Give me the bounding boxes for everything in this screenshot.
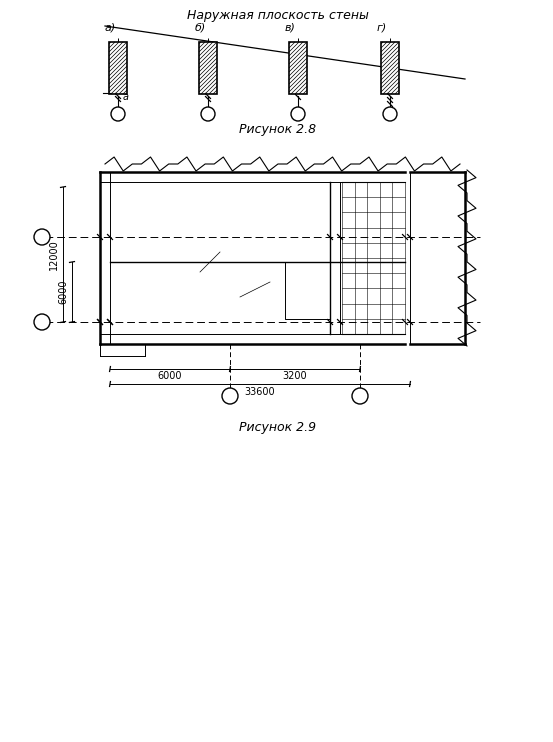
Text: Рисунок 2.8: Рисунок 2.8 [239, 123, 316, 137]
Text: 6000: 6000 [158, 371, 182, 381]
Circle shape [222, 388, 238, 404]
Bar [289, 42, 307, 94]
Text: 6000: 6000 [58, 280, 68, 304]
Circle shape [34, 229, 50, 245]
Text: Рисунок 2.9: Рисунок 2.9 [239, 421, 316, 433]
Text: 3200: 3200 [283, 371, 307, 381]
Bar [199, 42, 217, 94]
Circle shape [383, 107, 397, 121]
Circle shape [352, 388, 368, 404]
Text: Наружная плоскость стены: Наружная плоскость стены [187, 10, 369, 22]
Bar [109, 42, 127, 94]
Text: 33600: 33600 [244, 387, 275, 397]
Bar [381, 42, 399, 94]
Text: в): в) [285, 23, 296, 33]
Circle shape [111, 107, 125, 121]
Circle shape [34, 314, 50, 330]
Circle shape [201, 107, 215, 121]
Text: 12000: 12000 [49, 239, 59, 270]
Text: а: а [123, 92, 129, 102]
Text: б): б) [195, 23, 206, 33]
Text: а): а) [105, 23, 116, 33]
Text: г): г) [377, 23, 387, 33]
Circle shape [291, 107, 305, 121]
